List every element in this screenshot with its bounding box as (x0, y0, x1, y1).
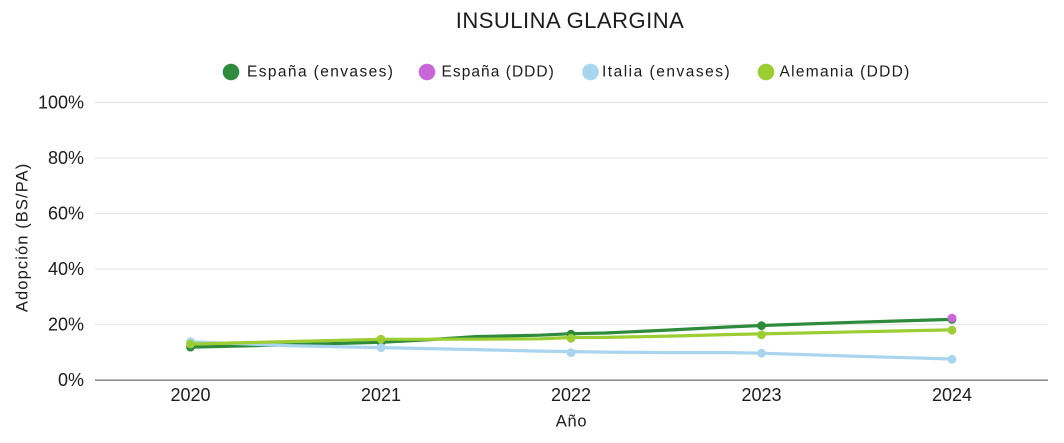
svg-text:2022: 2022 (551, 385, 591, 405)
svg-text:80%: 80% (48, 148, 84, 168)
svg-text:60%: 60% (48, 204, 84, 224)
svg-text:2024: 2024 (932, 385, 972, 405)
svg-text:Año: Año (556, 413, 587, 431)
svg-text:Alemania (DDD): Alemania (DDD) (780, 63, 911, 80)
svg-text:2023: 2023 (741, 385, 781, 405)
svg-text:40%: 40% (48, 259, 84, 279)
svg-text:España (envases): España (envases) (247, 63, 394, 80)
svg-text:100%: 100% (38, 93, 84, 113)
svg-text:Italia (envases): Italia (envases) (602, 63, 731, 80)
svg-text:Adopción (BS/PA): Adopción (BS/PA) (14, 163, 32, 312)
svg-text:20%: 20% (48, 315, 84, 335)
svg-text:España (DDD): España (DDD) (442, 63, 555, 80)
svg-text:2020: 2020 (170, 385, 210, 405)
svg-text:0%: 0% (58, 370, 84, 390)
svg-text:2021: 2021 (361, 385, 401, 405)
svg-text:INSULINA GLARGINA: INSULINA GLARGINA (456, 8, 685, 33)
